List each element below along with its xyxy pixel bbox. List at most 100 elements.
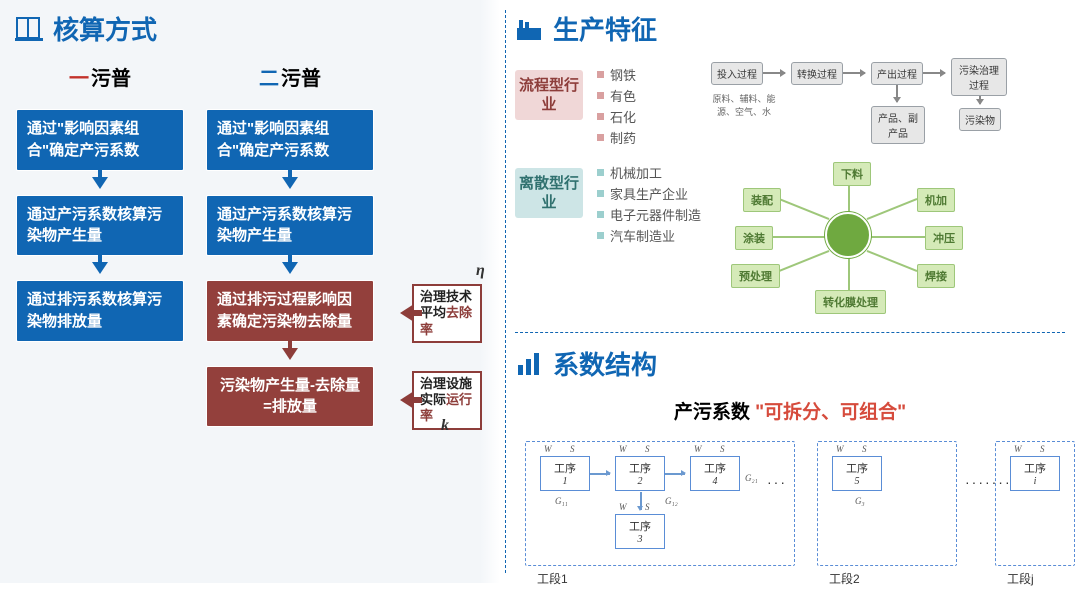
hub-circle xyxy=(825,212,871,258)
circle-node: 预处理 xyxy=(731,264,780,288)
s-label: S xyxy=(645,502,650,512)
w-label: W xyxy=(544,444,552,454)
arrow-down-icon xyxy=(640,492,642,510)
circle-node: 焊接 xyxy=(917,264,955,288)
rb-header: 系数结构 xyxy=(515,345,1065,382)
process-node: 产品、副产品 xyxy=(871,106,925,144)
circle-diagram: 下料机加冲压焊接转化膜处理预处理涂装装配 xyxy=(715,160,975,310)
struct-diagram: ········ ··· 工段1工序1WS工序2WS工序4WS工序3WS工段2工… xyxy=(525,436,1055,591)
flow2-heading: 二 污普 xyxy=(259,62,321,91)
process-node: 污染治理过程 xyxy=(951,58,1007,96)
discrete-list: 机械加工家具生产企业电子元器件制造汽车制造业 xyxy=(597,160,701,246)
process-flow-diagram: 投入过程转换过程产出过程污染治理过程产品、副产品污染物原料、辅料、能源、空气、水 xyxy=(711,62,1065,142)
stage-label: 工段j xyxy=(1007,570,1034,587)
feature-row-discrete: 离散型行业 机械加工家具生产企业电子元器件制造汽车制造业 下料机加冲压焊接转化膜… xyxy=(515,160,1065,310)
side-tag-1: η 治理技术平均去除率 xyxy=(400,284,482,343)
rb-title: 系数结构 xyxy=(553,345,657,382)
bullet-icon xyxy=(597,134,604,141)
arrow-right-icon xyxy=(590,473,610,475)
circle-node: 下料 xyxy=(833,162,871,186)
g-label: G₁₂ xyxy=(665,496,678,506)
stage-label: 工段1 xyxy=(537,570,568,587)
left-header: 核算方式 xyxy=(15,10,485,47)
flow2-box-2: 通过产污系数核算污染物产生量 xyxy=(206,195,374,257)
process-box: 工序5 xyxy=(832,456,882,491)
book-icon xyxy=(15,16,43,42)
arrow-right-icon xyxy=(841,72,865,74)
w-label: W xyxy=(694,444,702,454)
circle-node: 装配 xyxy=(743,188,781,212)
diagram-label: 原料、辅料、能源、空气、水 xyxy=(705,92,783,118)
process-box: 工序i xyxy=(1010,456,1060,491)
rt-title: 生产特征 xyxy=(553,10,657,47)
arrow-down-icon xyxy=(282,262,298,274)
arrow-left-icon xyxy=(400,391,414,409)
arrow-right-icon xyxy=(665,473,685,475)
s-label: S xyxy=(570,444,575,454)
g-label: G₃ xyxy=(855,496,865,506)
w-label: W xyxy=(619,502,627,512)
w-label: W xyxy=(1014,444,1022,454)
vertical-divider xyxy=(505,10,506,573)
bullet-icon xyxy=(597,92,604,99)
circle-node: 涂装 xyxy=(735,226,773,250)
s-label: S xyxy=(645,444,650,454)
arrow-down-icon xyxy=(282,348,298,360)
production-features: 生产特征 流程型行业 钢铁有色石化制药 投入过程 转换过程 产出过程 污染治理过程产品… xyxy=(515,10,1065,332)
flow1-box-2: 通过产污系数核算污染物产生量 xyxy=(16,195,184,257)
struct-subtitle: 产污系数 "可拆分、可组合" xyxy=(515,397,1065,424)
flow2: 二 污普 通过"影响因素组合"确定产污系数 通过产污系数核算污染物产生量 通过排… xyxy=(205,62,375,427)
arrow-right-icon xyxy=(921,72,945,74)
process-box: 工序1 xyxy=(540,456,590,491)
flow1-box-3: 通过排污系数核算污染物排放量 xyxy=(16,280,184,342)
list-item: 汽车制造业 xyxy=(597,225,701,246)
feature-row-process: 流程型行业 钢铁有色石化制药 投入过程转换过程产出过程污染治理过程产品、副产品污… xyxy=(515,62,1065,148)
w-label: W xyxy=(619,444,627,454)
badge-process: 流程型行业 xyxy=(515,70,583,120)
list-item: 电子元器件制造 xyxy=(597,204,701,225)
process-node: 产出过程 xyxy=(871,62,923,85)
g-label: G₁₁ xyxy=(555,496,568,506)
list-item: 家具生产企业 xyxy=(597,183,701,204)
stage-label: 工段2 xyxy=(829,570,860,587)
bullet-icon xyxy=(597,232,604,239)
flow2-box-3: 通过排污过程影响因素确定污染物去除量 xyxy=(206,280,374,342)
bullet-icon xyxy=(597,169,604,176)
structure-section: 系数结构 产污系数 "可拆分、可组合" ········ ··· 工段1工序1W… xyxy=(515,332,1065,591)
arrow-down-icon xyxy=(896,84,898,102)
process-node: 投入过程 xyxy=(711,62,763,85)
flow1: 一 污普 通过"影响因素组合"确定产污系数 通过产污系数核算污染物产生量 通过排… xyxy=(15,62,185,342)
s-label: S xyxy=(720,444,725,454)
process-box: 工序4 xyxy=(690,456,740,491)
arrow-right-icon xyxy=(761,72,785,74)
g-label: G₂₁ xyxy=(745,473,758,483)
list-item: 机械加工 xyxy=(597,162,701,183)
process-box: 工序3 xyxy=(615,514,665,549)
process-list: 钢铁有色石化制药 xyxy=(597,62,697,148)
bullet-icon xyxy=(597,71,604,78)
process-box: 工序2 xyxy=(615,456,665,491)
circle-node: 转化膜处理 xyxy=(815,290,886,314)
arrow-down-icon xyxy=(92,262,108,274)
left-title: 核算方式 xyxy=(53,10,157,47)
list-item: 石化 xyxy=(597,106,697,127)
flow2-box-4: 污染物产生量-去除量=排放量 xyxy=(206,366,374,428)
list-item: 有色 xyxy=(597,85,697,106)
bullet-icon xyxy=(597,211,604,218)
list-item: 制药 xyxy=(597,127,697,148)
arrow-down-icon xyxy=(282,177,298,189)
list-item: 钢铁 xyxy=(597,64,697,85)
flow1-heading: 一 污普 xyxy=(69,62,131,91)
s-label: S xyxy=(1040,444,1045,454)
badge-discrete: 离散型行业 xyxy=(515,168,583,218)
eta-symbol: η xyxy=(476,261,485,281)
bar-chart-icon xyxy=(515,351,543,377)
circle-node: 冲压 xyxy=(925,226,963,250)
side-tag-2: 治理设施实际运行率 k xyxy=(400,371,482,430)
arrow-down-icon xyxy=(92,177,108,189)
rt-header: 生产特征 xyxy=(515,10,1065,47)
factory-icon xyxy=(515,16,543,42)
process-node: 转换过程 xyxy=(791,62,843,85)
flow2-box-1: 通过"影响因素组合"确定产污系数 xyxy=(206,109,374,171)
left-panel: 核算方式 一 污普 通过"影响因素组合"确定产污系数 通过产污系数核算污染物产生… xyxy=(0,0,500,583)
